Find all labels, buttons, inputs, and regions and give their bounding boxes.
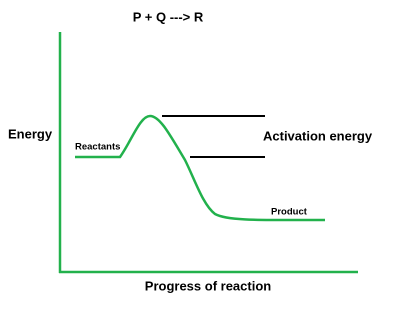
reactants-label: Reactants bbox=[75, 142, 120, 153]
activation-label: Activation energy bbox=[263, 128, 373, 143]
x-axis-label: Progress of reaction bbox=[145, 278, 271, 293]
title: P + Q ---> R bbox=[133, 9, 204, 24]
y-axis-label: Energy bbox=[8, 126, 53, 141]
energy-curve bbox=[75, 114, 326, 222]
product-label: Product bbox=[271, 207, 308, 218]
